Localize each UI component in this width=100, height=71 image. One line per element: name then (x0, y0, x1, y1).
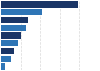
Bar (1, 32, 21, 39)
Bar (1, 17, 28, 23)
Bar (1, 25, 26, 31)
Bar (1, 1, 78, 8)
Bar (1, 40, 18, 46)
Bar (1, 48, 14, 54)
Bar (1, 56, 11, 62)
Bar (1, 63, 5, 70)
Bar (1, 9, 42, 15)
